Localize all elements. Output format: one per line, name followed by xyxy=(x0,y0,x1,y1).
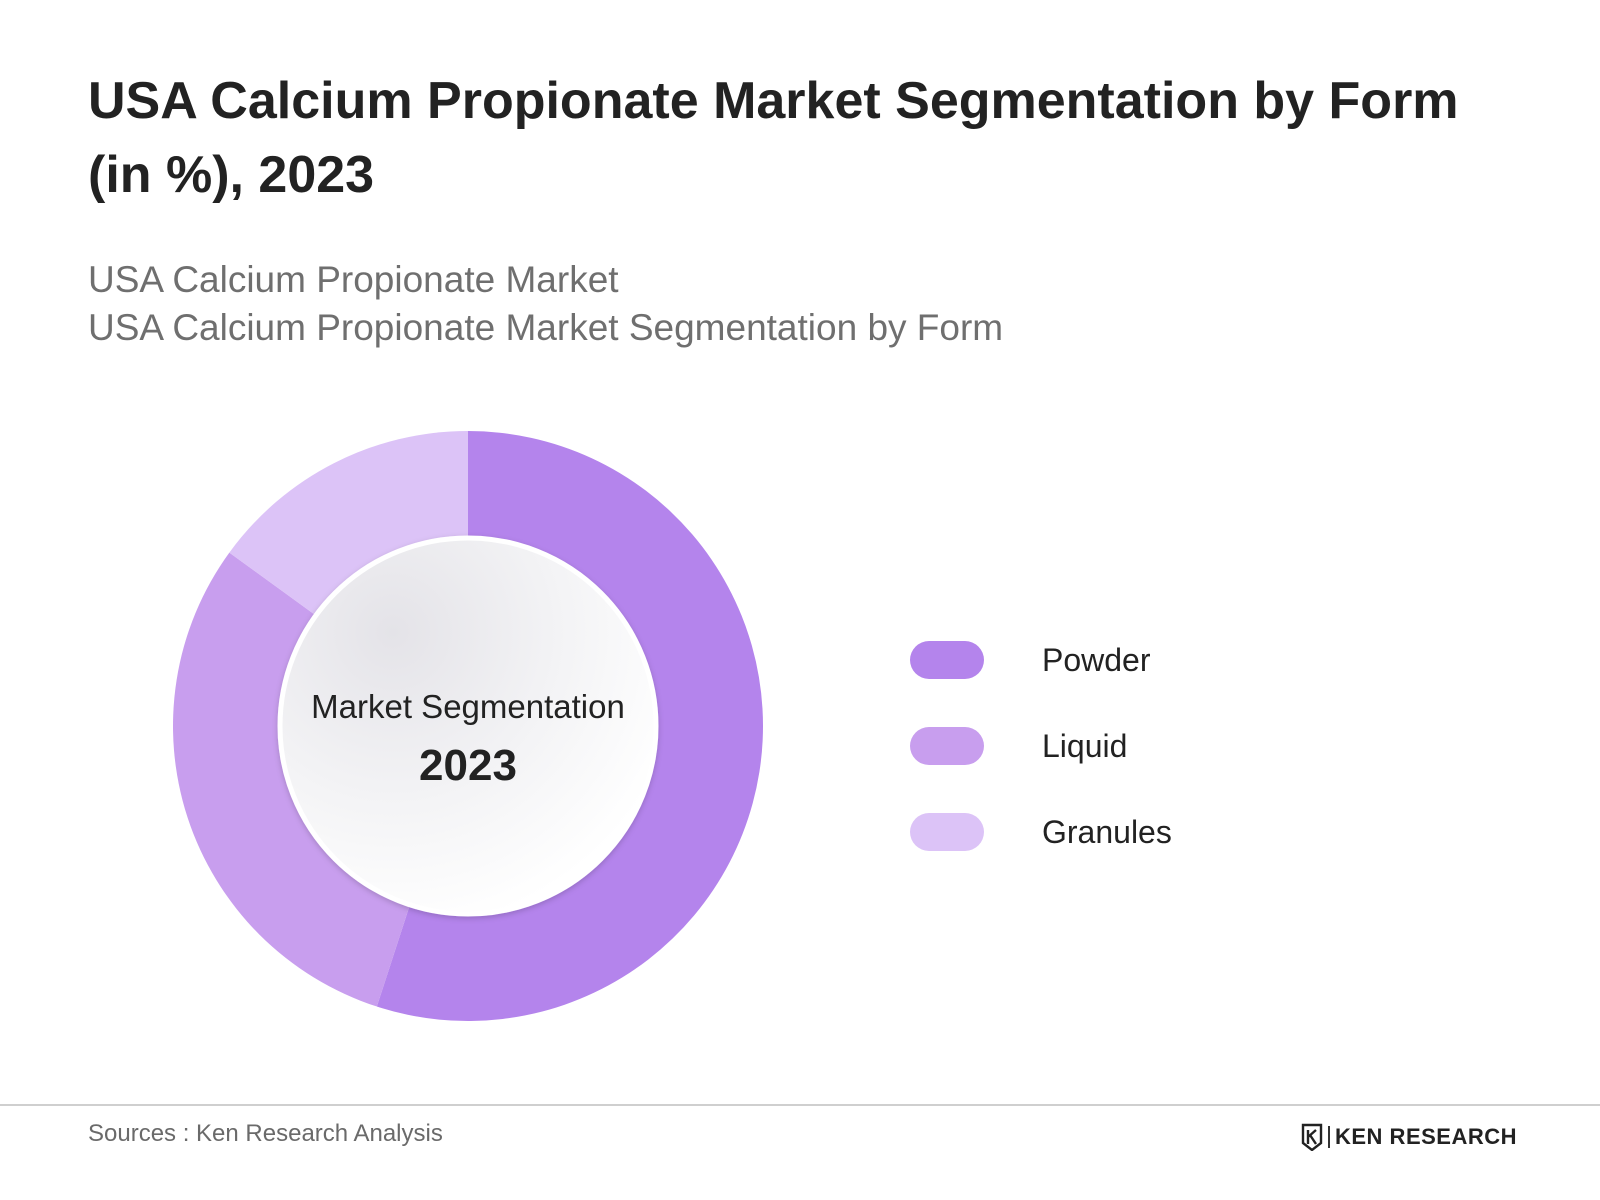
legend-swatch-powder xyxy=(910,641,984,679)
legend-swatch-liquid xyxy=(910,727,984,765)
legend-label-powder: Powder xyxy=(1042,642,1151,678)
subtitle-line-2: USA Calcium Propionate Market Segmentati… xyxy=(88,307,1004,348)
center-year: 2023 xyxy=(419,741,517,790)
donut-center xyxy=(277,535,659,917)
subtitle-line-1: USA Calcium Propionate Market xyxy=(88,259,619,300)
brand-name: KEN RESEARCH xyxy=(1335,1124,1518,1149)
ken-research-logo-icon xyxy=(1301,1123,1323,1151)
legend-label-liquid: Liquid xyxy=(1042,728,1127,764)
source-note: Sources : Ken Research Analysis xyxy=(88,1120,443,1147)
logo-divider xyxy=(1328,1126,1330,1148)
legend-label-granules: Granules xyxy=(1042,814,1172,850)
brand-logo: KEN RESEARCH xyxy=(1300,1122,1517,1152)
subtitle-block: USA Calcium Propionate Market USA Calciu… xyxy=(88,256,1288,352)
center-label: Market Segmentation xyxy=(311,688,625,725)
legend-swatch-granules xyxy=(910,813,984,851)
legend: Powder Liquid Granules xyxy=(910,641,1172,851)
page-title: USA Calcium Propionate Market Segmentati… xyxy=(88,72,1459,204)
footer-divider xyxy=(0,1104,1600,1106)
